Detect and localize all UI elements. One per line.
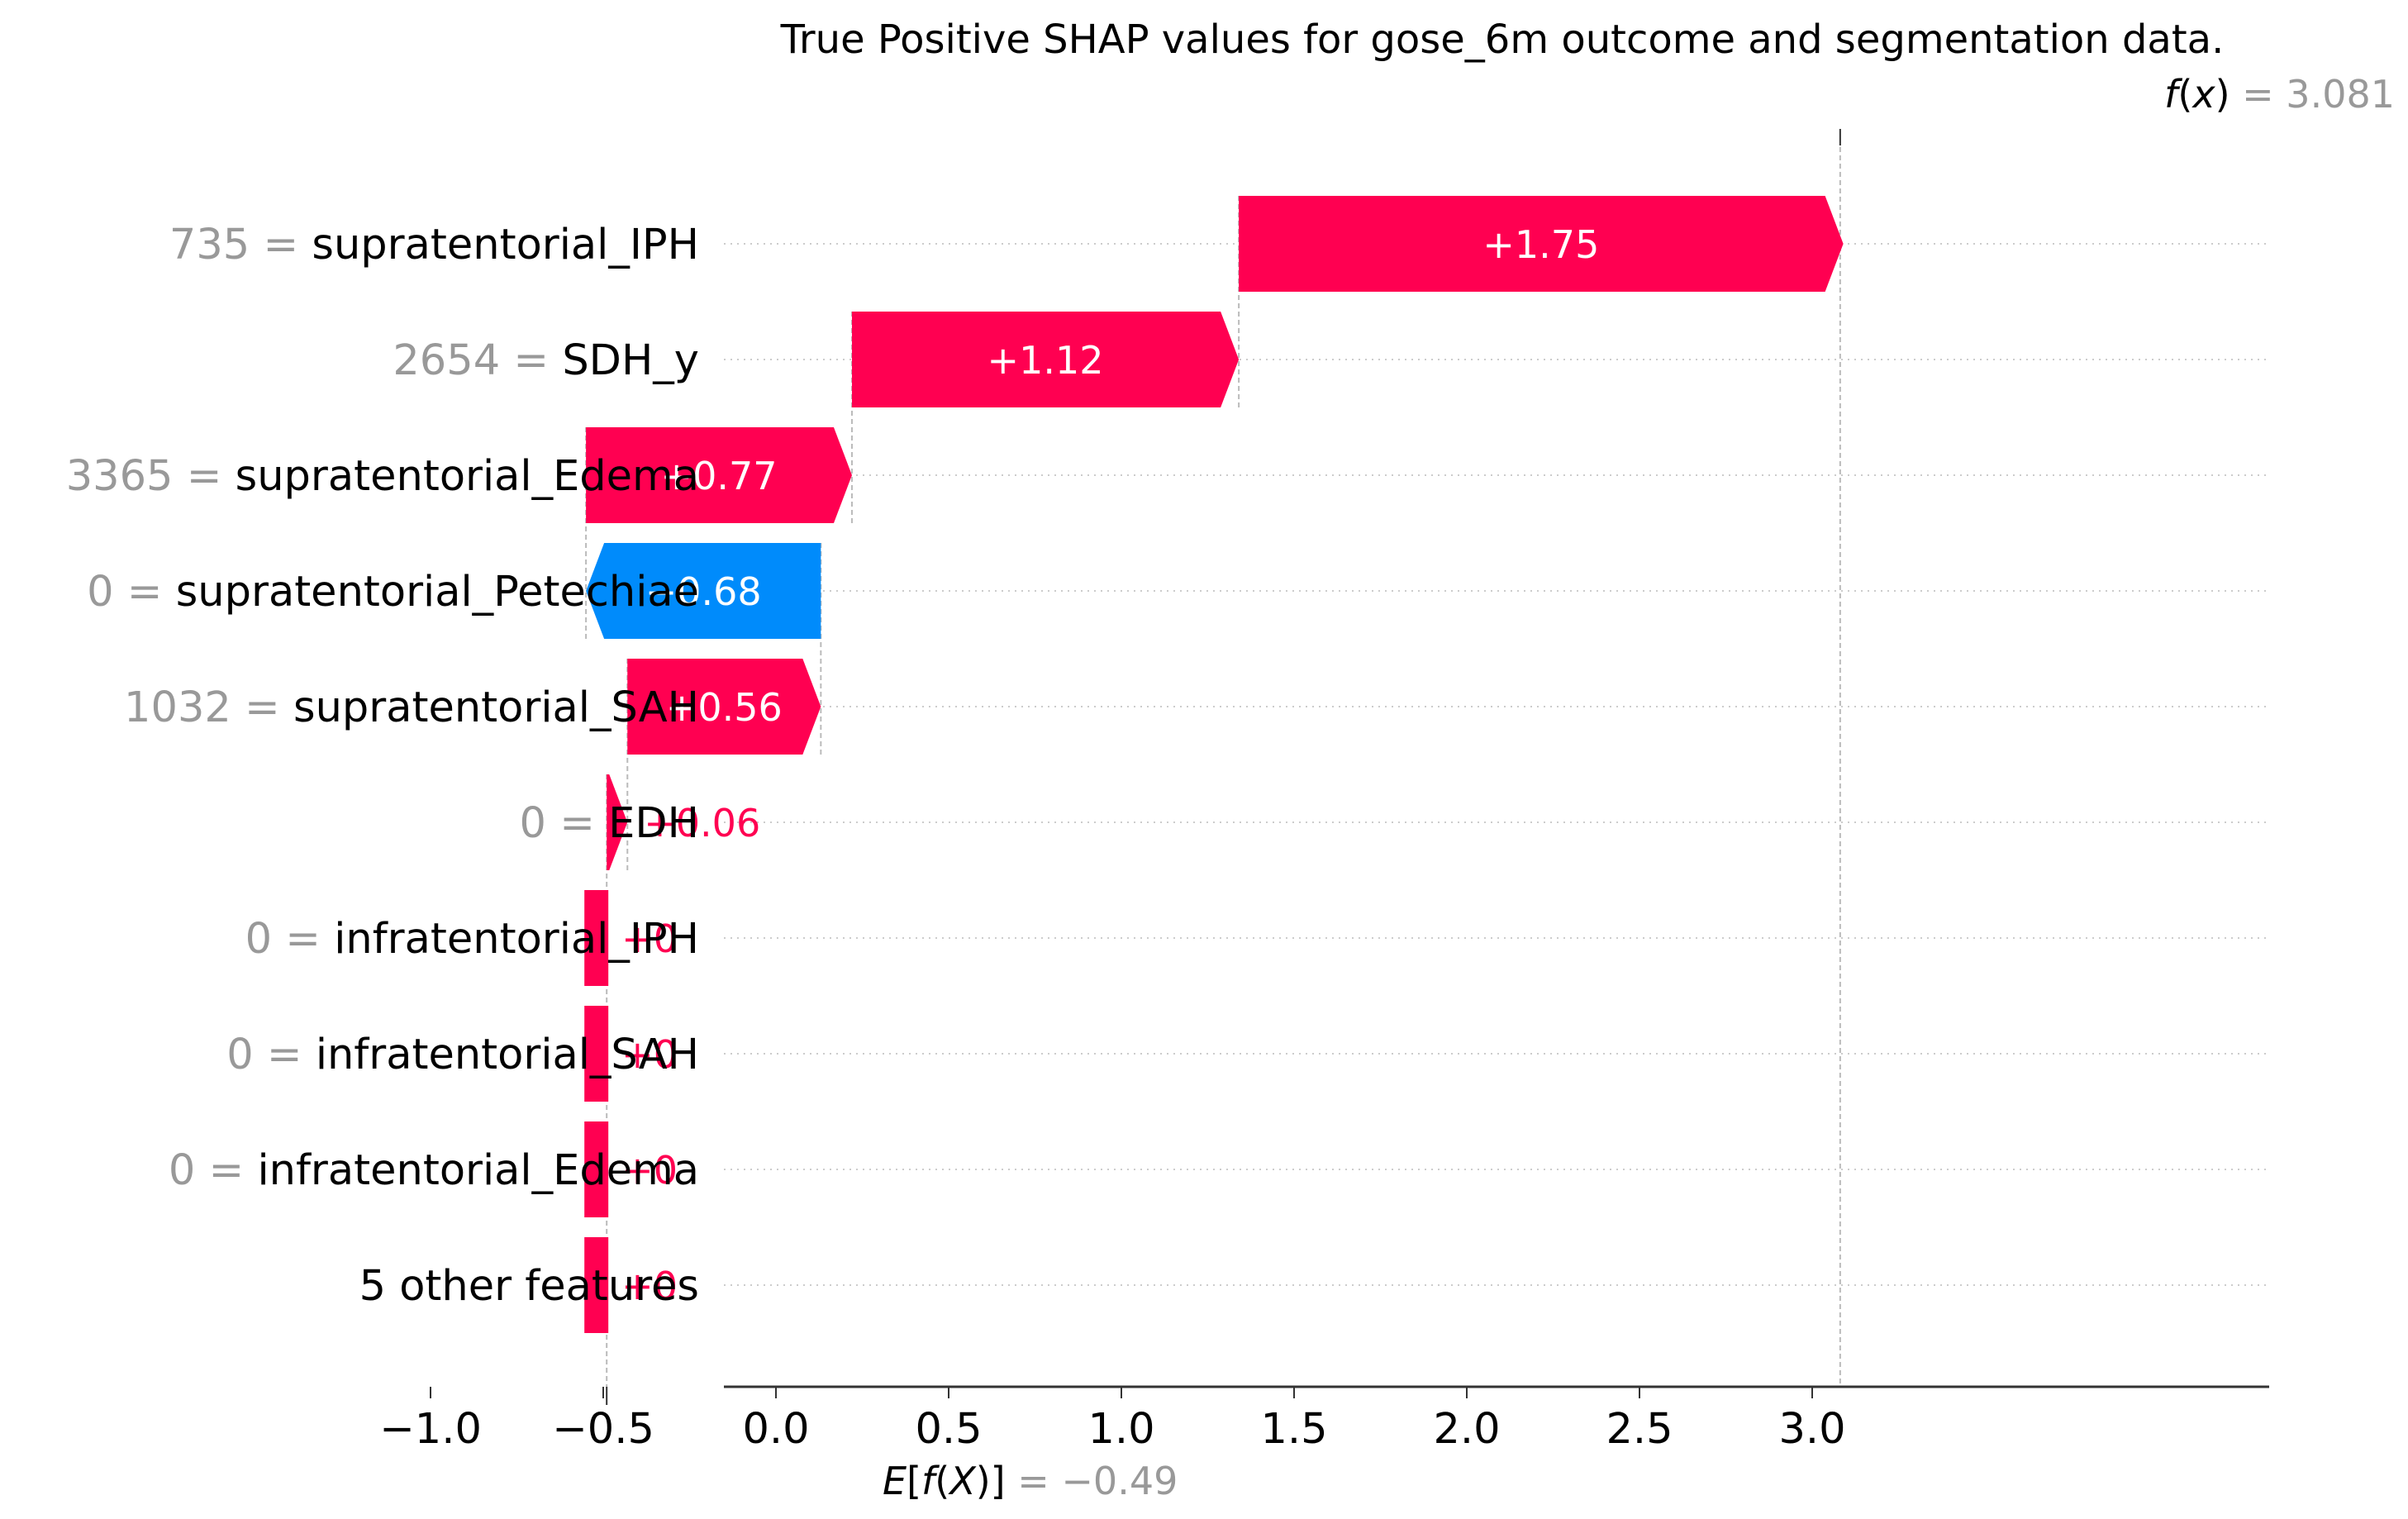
efx-E: E xyxy=(883,1459,907,1503)
feature-name: SDH_y xyxy=(562,336,699,385)
bar-supratentorial_Edema xyxy=(586,427,852,523)
efx-paren: ( xyxy=(935,1459,949,1503)
bar-label-infratentorial_SAH: +0 xyxy=(621,1032,678,1077)
feature-label-EDH: 0 = EDH xyxy=(520,799,699,848)
feature-value: 0 = xyxy=(87,568,176,617)
feature-name: infratentorial_IPH xyxy=(334,915,699,964)
feature-value: 3365 = xyxy=(66,452,236,501)
efx-value: = −0.49 xyxy=(1017,1459,1178,1503)
bar-label-SDH_y: +1.12 xyxy=(987,338,1104,383)
bar-supratentorial_IPH xyxy=(1239,196,1844,292)
feature-label-supratentorial_Petechiae: 0 = supratentorial_Petechiae xyxy=(87,568,699,617)
bar-label-supratentorial_Edema: +0.77 xyxy=(661,454,778,498)
efx-bracket: [ xyxy=(907,1459,921,1503)
base-value-label: E[f(X)] = −0.49 xyxy=(883,1459,1178,1503)
feature-label-infratentorial_Edema: 0 = infratentorial_Edema xyxy=(169,1146,699,1195)
output-value-marker: f(x) = 3.081 xyxy=(2164,72,2395,117)
x-tick-label: 3.0 xyxy=(1778,1405,1845,1454)
x-tick-label: 2.0 xyxy=(1433,1405,1500,1454)
x-tick-label: 0.0 xyxy=(742,1405,809,1454)
feature-label-5 other features: 5 other features xyxy=(359,1262,699,1311)
feature-label-infratentorial_SAH: 0 = infratentorial_SAH xyxy=(226,1031,699,1079)
x-axis: −1.0 −0.5 0.0 0.5 1.0 1.5 2.0 2.5 3.0 xyxy=(379,1385,2269,1454)
feature-label-infratentorial_IPH: 0 = infratentorial_IPH xyxy=(245,915,699,964)
fx-value: = 3.081 xyxy=(2242,72,2395,117)
fx-paren-close: ) xyxy=(2215,72,2243,117)
feature-name: supratentorial_IPH xyxy=(312,221,699,269)
bar-label-infratentorial_IPH: +0 xyxy=(621,917,678,961)
feature-value: 0 = xyxy=(245,915,335,964)
efx-X: X xyxy=(948,1459,977,1503)
bar-supratentorial_Petechiae xyxy=(586,543,821,639)
feature-name: supratentorial_Edema xyxy=(236,452,699,501)
feature-label-supratentorial_SAH: 1032 = supratentorial_SAH xyxy=(124,683,699,732)
output-value-label: f(x) = 3.081 xyxy=(2164,72,2395,117)
bar-label-5 other features: +0 xyxy=(621,1264,678,1308)
x-tick-label: 1.0 xyxy=(1087,1405,1154,1454)
x-tick-label: 2.5 xyxy=(1606,1405,1673,1454)
feature-name: infratentorial_SAH xyxy=(316,1031,699,1079)
bar-5 other features xyxy=(584,1237,609,1333)
bar-label-infratentorial_Edema: +0 xyxy=(621,1148,678,1193)
feature-label-supratentorial_Edema: 3365 = supratentorial_Edema xyxy=(66,452,699,501)
fx-paren-open: ( xyxy=(2177,72,2192,117)
chart-title: True Positive SHAP values for gose_6m ou… xyxy=(780,17,2225,63)
feature-name: supratentorial_Petechiae xyxy=(176,568,699,617)
x-tick-label: 0.5 xyxy=(915,1405,982,1454)
feature-value: 0 = xyxy=(520,799,609,848)
feature-name: EDH xyxy=(608,799,699,848)
feature-label-SDH_y: 2654 = SDH_y xyxy=(393,336,699,385)
bar-label-supratentorial_IPH: +1.75 xyxy=(1482,222,1599,267)
feature-value: 1032 = xyxy=(124,683,293,732)
x-tick-label: −1.0 xyxy=(379,1405,482,1454)
bars: +1.75 +1.12 +0.77 −0.68 +0.56 +0.06 +0 +0 +0 +0 xyxy=(584,196,1844,1333)
x-tick-label: −0.5 xyxy=(552,1405,654,1454)
efx-close: )] xyxy=(976,1459,1018,1503)
feature-name: 5 other features xyxy=(359,1262,699,1311)
feature-value: 0 = xyxy=(226,1031,316,1079)
bar-infratentorial_IPH xyxy=(584,890,609,986)
feature-name: supratentorial_SAH xyxy=(293,683,699,732)
bar-infratentorial_SAH xyxy=(584,1006,609,1102)
base-value-marker: E[f(X)] = −0.49 xyxy=(883,1459,1178,1503)
feature-name: infratentorial_Edema xyxy=(257,1146,699,1195)
feature-value: 2654 = xyxy=(393,336,562,385)
bar-label-supratentorial_SAH: +0.56 xyxy=(666,685,783,730)
feature-label-supratentorial_IPH: 735 = supratentorial_IPH xyxy=(169,221,699,269)
bar-supratentorial_SAH xyxy=(627,659,821,755)
feature-labels: 735 = supratentorial_IPH 2654 = SDH_y 3365… xyxy=(66,221,699,1311)
bar-SDH_y xyxy=(851,312,1240,407)
feature-value: 0 = xyxy=(169,1146,258,1195)
bar-infratentorial_Edema xyxy=(584,1121,609,1217)
bar-label-EDH: +0.06 xyxy=(644,801,760,845)
feature-value: 735 = xyxy=(169,221,312,269)
bar-label-supratentorial_Petechiae: −0.68 xyxy=(645,569,762,614)
x-tick-label: 1.5 xyxy=(1260,1405,1327,1454)
bar-EDH xyxy=(607,774,628,870)
fx-var: x xyxy=(2191,72,2215,117)
